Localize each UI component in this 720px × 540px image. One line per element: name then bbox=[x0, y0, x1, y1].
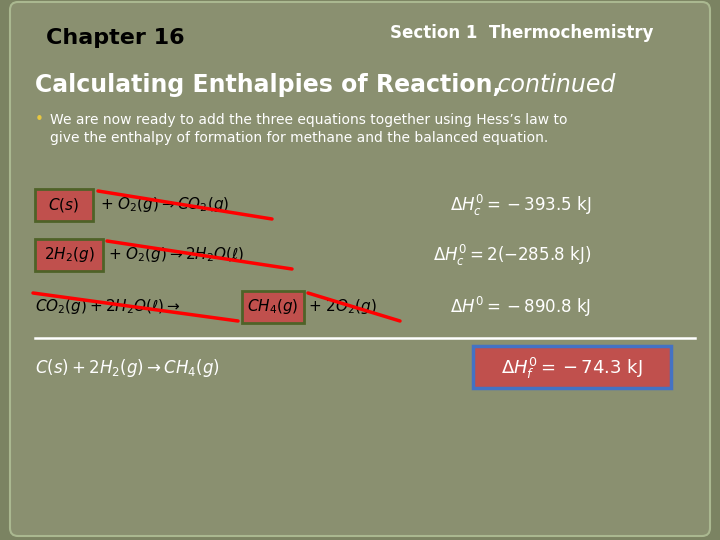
Text: give the enthalpy of formation for methane and the balanced equation.: give the enthalpy of formation for metha… bbox=[50, 131, 548, 145]
Text: $CO_2(g) + 2H_2O(\ell) \rightarrow$: $CO_2(g) + 2H_2O(\ell) \rightarrow$ bbox=[35, 298, 181, 316]
Bar bbox=[35, 189, 93, 221]
Text: $\Delta H_f^0 = -74.3 \ \mathrm{kJ}$: $\Delta H_f^0 = -74.3 \ \mathrm{kJ}$ bbox=[501, 355, 643, 381]
Text: •: • bbox=[35, 112, 44, 127]
Text: $C(s)$: $C(s)$ bbox=[48, 196, 80, 214]
Text: $\Delta H_c^0 = -393.5 \ \mathrm{kJ}$: $\Delta H_c^0 = -393.5 \ \mathrm{kJ}$ bbox=[450, 192, 592, 218]
Text: $C(s) + 2H_2(g) \rightarrow CH_4(g)$: $C(s) + 2H_2(g) \rightarrow CH_4(g)$ bbox=[35, 357, 220, 379]
Text: Section 1  Thermochemistry: Section 1 Thermochemistry bbox=[390, 24, 654, 42]
Text: $+ \ O_2(g) \rightarrow 2H_2O(\ell)$: $+ \ O_2(g) \rightarrow 2H_2O(\ell)$ bbox=[108, 246, 245, 265]
Text: $\Delta H_c^0 = 2(-285.8 \ \mathrm{kJ})$: $\Delta H_c^0 = 2(-285.8 \ \mathrm{kJ})$ bbox=[433, 242, 592, 267]
Text: $+ \ O_2(g) \rightarrow CO_2(g)$: $+ \ O_2(g) \rightarrow CO_2(g)$ bbox=[100, 195, 230, 214]
Text: continued: continued bbox=[490, 73, 616, 97]
Bar bbox=[473, 346, 671, 388]
Text: Chapter 16: Chapter 16 bbox=[45, 28, 184, 48]
Text: $+ \ 2O_2(g)$: $+ \ 2O_2(g)$ bbox=[308, 298, 377, 316]
Text: $CH_4(g)$: $CH_4(g)$ bbox=[247, 298, 299, 316]
Text: Calculating Enthalpies of Reaction,: Calculating Enthalpies of Reaction, bbox=[35, 73, 501, 97]
Bar bbox=[242, 291, 304, 323]
Text: $2H_2(g)$: $2H_2(g)$ bbox=[44, 246, 94, 265]
FancyBboxPatch shape bbox=[10, 2, 710, 536]
Bar bbox=[35, 239, 103, 271]
Text: $\Delta H^0 = -890.8 \ \mathrm{kJ}$: $\Delta H^0 = -890.8 \ \mathrm{kJ}$ bbox=[450, 295, 591, 319]
Text: We are now ready to add the three equations together using Hess’s law to: We are now ready to add the three equati… bbox=[50, 113, 567, 127]
